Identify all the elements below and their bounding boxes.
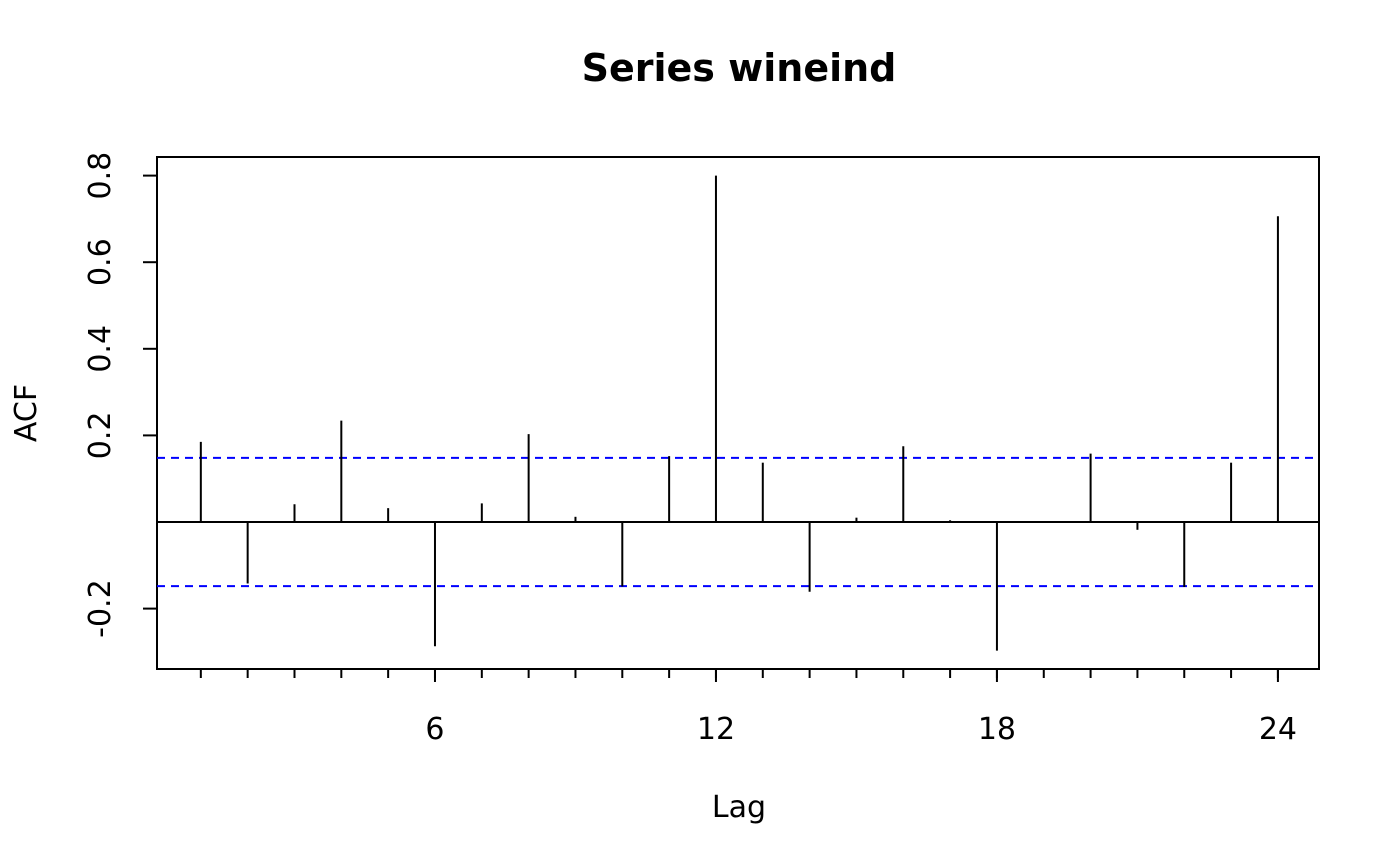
y-tick-label--0.2: -0.2 <box>83 579 118 638</box>
x-tick-label-24: 24 <box>1259 712 1297 747</box>
y-tick-label-0.2: 0.2 <box>83 412 118 460</box>
y-tick-label-0.4: 0.4 <box>83 325 118 373</box>
x-axis-label: Lag <box>712 790 766 825</box>
chart-marks: 6 12 18 24 -0.2 0.2 0.4 0.6 0.8 <box>83 152 1319 747</box>
x-tick-label-6: 6 <box>425 712 444 747</box>
y-tick-label-0.6: 0.6 <box>83 238 118 286</box>
y-axis-label: ACF <box>9 384 44 442</box>
x-tick-label-18: 18 <box>978 712 1016 747</box>
plot-frame <box>156 156 1320 670</box>
y-tick-label-0.8: 0.8 <box>83 152 118 200</box>
x-tick-label-12: 12 <box>697 712 735 747</box>
chart-title: Series wineind <box>582 46 897 90</box>
